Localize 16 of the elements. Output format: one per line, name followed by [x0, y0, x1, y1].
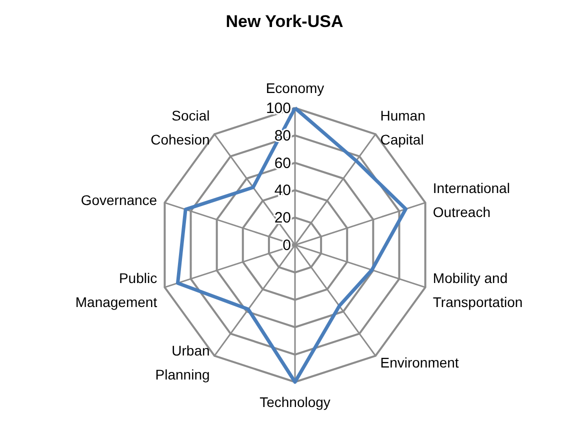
- y-tick-label: 0: [282, 237, 291, 254]
- spoke-label: Economy: [266, 80, 324, 96]
- y-tick-label: 60: [274, 154, 291, 172]
- y-tick-label: 100: [266, 100, 291, 117]
- spoke-label: Environment: [380, 354, 459, 370]
- spoke-label: Technology: [260, 394, 330, 410]
- spoke-label: International Outreach: [432, 180, 510, 220]
- spoke-label: Urban Planning: [155, 342, 210, 382]
- y-tick-label: 20: [274, 210, 291, 227]
- chart-title: New York-USA: [226, 12, 344, 31]
- spoke-label: Public Management: [75, 270, 158, 310]
- spoke-label: Human Capital: [380, 108, 426, 148]
- spoke-label: Governance: [80, 192, 158, 208]
- spoke-label: Social Cohesion: [150, 108, 210, 148]
- y-tick-label: 40: [274, 182, 291, 200]
- spoke-label: Mobility and Transportation: [432, 270, 523, 310]
